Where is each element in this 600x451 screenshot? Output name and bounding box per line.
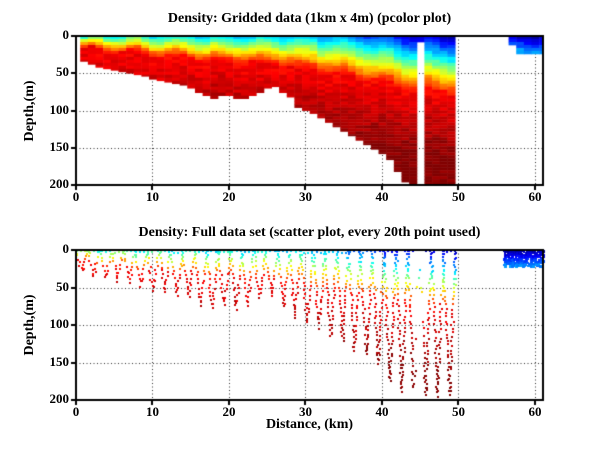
top-plot-x-tick-label: 30 — [298, 189, 312, 204]
top-plot-y-tick-label: 50 — [56, 64, 69, 80]
bottom-plot-y-tick-label: 200 — [49, 391, 70, 406]
top-plot-y-tick-label: 200 — [49, 176, 70, 191]
bottom-plot-x-tick-label: 50 — [451, 404, 465, 419]
bottom-plot-x-axis-label: Distance, (km) — [265, 417, 354, 432]
top-plot-x-tick-label: 20 — [222, 189, 236, 204]
bottom-plot-x-tick-label: 10 — [145, 404, 159, 419]
bottom-plot-title: Density: Full data set (scatter plot, ev… — [138, 225, 481, 240]
bottom-plot-x-tick-label: 40 — [375, 404, 389, 419]
bottom-plot-y-tick-label: 0 — [62, 241, 70, 256]
top-plot-x-tick-label: 0 — [72, 189, 80, 204]
top-plot-x-tick-label: 10 — [145, 189, 159, 204]
top-plot-x-tick-label: 50 — [451, 189, 465, 204]
top-plot-title: Density: Gridded data (1km x 4m) (pcolor… — [167, 11, 452, 26]
top-plot-y-tick-label: 100 — [49, 101, 70, 117]
bottom-plot-y-tick-label: 50 — [56, 278, 69, 294]
bottom-plot-x-tick-label: 20 — [222, 404, 236, 419]
top-plot-x-tick-label: 40 — [375, 189, 389, 204]
bottom-plot-x-tick-label: 30 — [298, 404, 312, 419]
top-plot-y-tick-label: 0 — [62, 27, 70, 42]
bottom-plot-x-tick-label: 0 — [72, 404, 80, 419]
bottom-plot-y-tick-label: 100 — [49, 316, 70, 331]
bottom-plot-x-tick-label: 60 — [528, 404, 542, 419]
top-plot-x-tick-label: 60 — [528, 189, 542, 204]
top-plot-y-tick-label: 150 — [49, 138, 70, 154]
bottom-plot-y-tick-label: 150 — [49, 353, 70, 369]
